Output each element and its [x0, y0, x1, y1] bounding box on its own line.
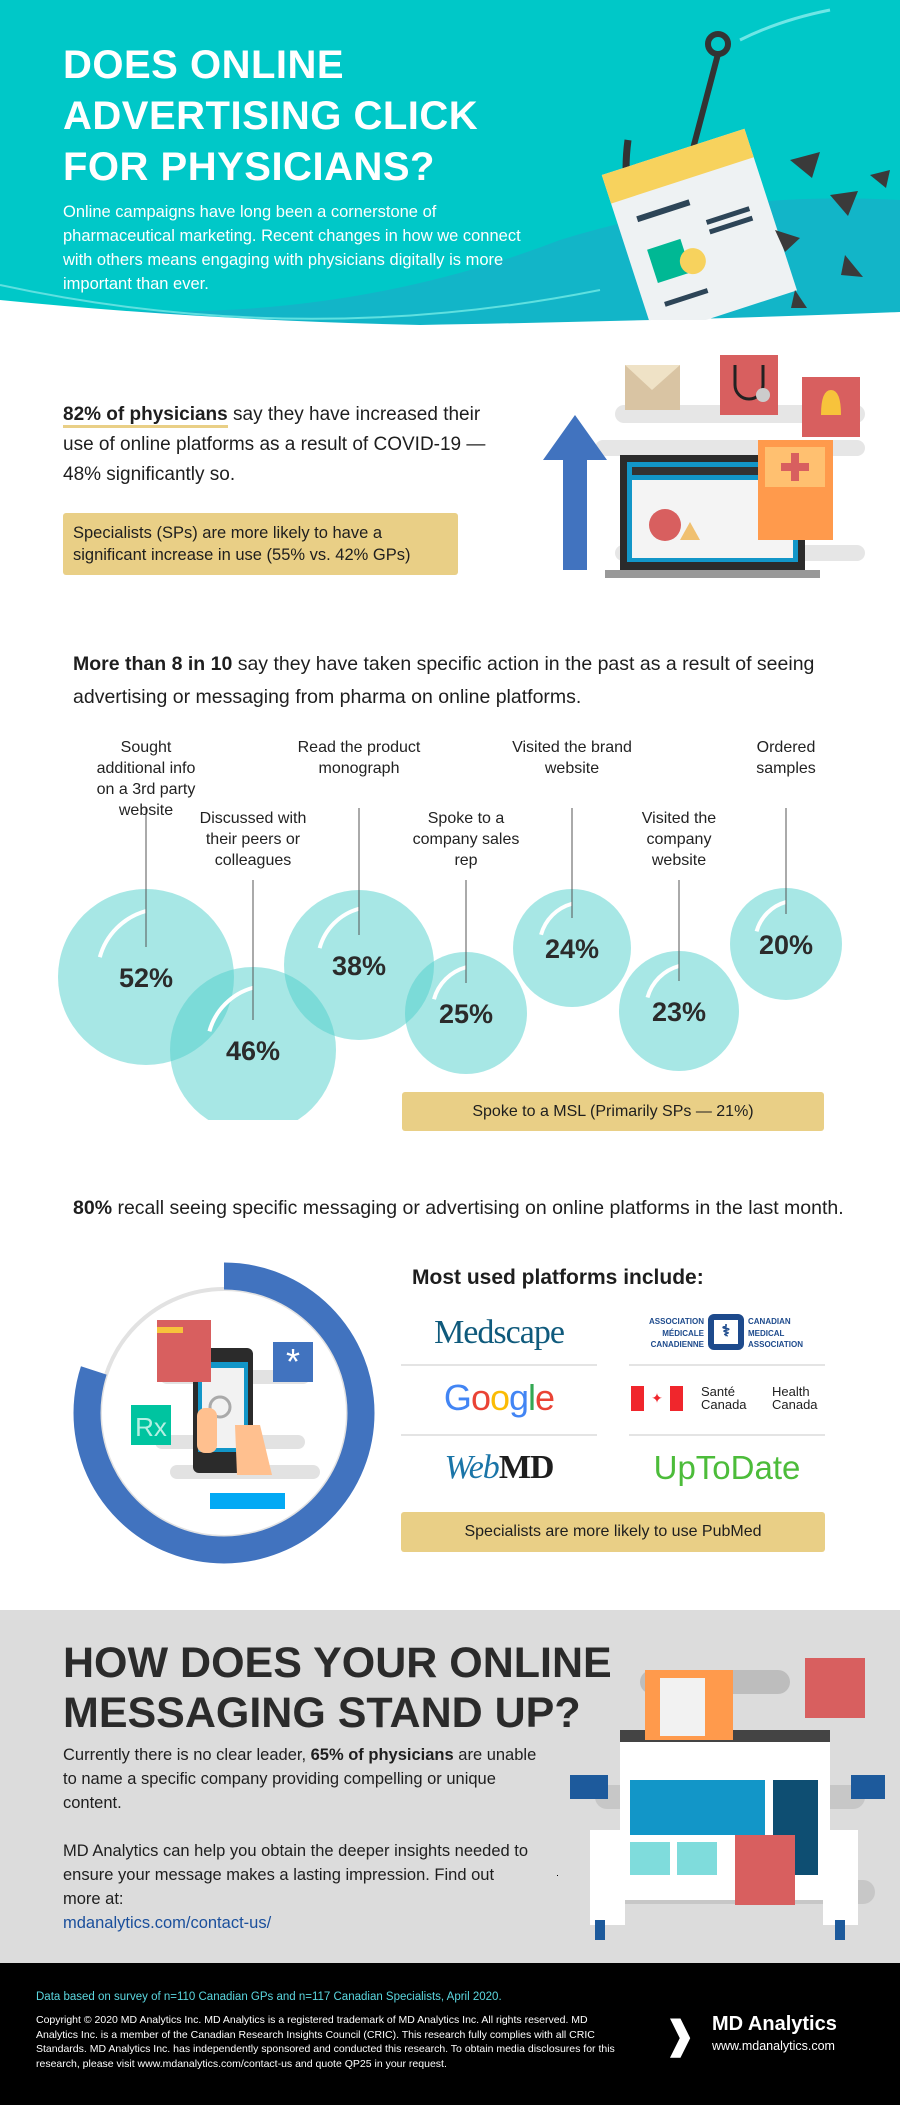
divider: [629, 1364, 825, 1366]
webmd-md: MD: [498, 1449, 555, 1486]
google-letter: G: [443, 1377, 472, 1418]
recall-stat: 80% recall seeing specific messaging or …: [73, 1195, 853, 1222]
bubble-highlight: [754, 900, 787, 932]
cta-p1-bold: 65% of physicians: [310, 1746, 454, 1764]
bubble-highlight: [207, 985, 254, 1032]
bubble-label: Spoke to a company sales rep: [412, 810, 520, 869]
brand-url[interactable]: www.mdanalytics.com: [712, 2039, 835, 2053]
cma-french-name: ASSOCIATION MÉDICALE CANADIENNE: [649, 1317, 704, 1349]
google-letter: e: [535, 1377, 555, 1418]
action-bubble: [513, 889, 631, 1007]
hero-banner: DOES ONLINE ADVERTISING CLICK FOR PHYSIC…: [0, 0, 900, 340]
cma-english-name: CANADIAN MEDICAL ASSOCIATION: [748, 1317, 803, 1349]
divider: [401, 1364, 597, 1366]
bubble-label: Sought additional info on a 3rd party we…: [96, 739, 196, 819]
bubble-value: 23%: [652, 997, 706, 1027]
copyright-notice: Copyright © 2020 MD Analytics Inc. MD An…: [36, 2014, 615, 2070]
action-bubble: [619, 951, 739, 1071]
actions-heading-rest: say they have taken specific action in t…: [73, 653, 815, 708]
laptop-covid-illustration: [543, 355, 865, 578]
svg-text:Rx: Rx: [135, 1412, 167, 1442]
bubble-label: Ordered samples: [756, 739, 816, 777]
actions-heading-bold: More than 8 in 10: [73, 653, 233, 675]
bubble-label: Visited the company website: [641, 810, 717, 869]
recall-stat-rest: recall seeing specific messaging or adve…: [112, 1197, 844, 1219]
action-bubble: [730, 888, 842, 1000]
actions-heading: More than 8 in 10 say they have taken sp…: [73, 648, 833, 714]
google-letter: o: [489, 1377, 510, 1418]
cta-section: HOW DOES YOUR ONLINE MESSAGING STAND UP?…: [0, 1610, 900, 1963]
bubble-label: Discussed with their peers or colleagues: [199, 810, 307, 869]
phone-search-illustration: * Rx: [131, 1320, 320, 1509]
google-letter: o: [470, 1377, 491, 1418]
bubble-value: 25%: [439, 999, 493, 1029]
fishing-hook-ad-illustration: [601, 31, 890, 320]
google-wordmark: Google: [443, 1377, 555, 1418]
google-logo: Google: [401, 1378, 597, 1418]
survey-source: Data based on survey of n=110 Canadian G…: [36, 1991, 502, 2003]
cma-logo: ASSOCIATION MÉDICALE CANADIENNE ⚕ CANADI…: [634, 1314, 824, 1354]
md-analytics-logo-icon: ❱: [664, 2015, 696, 2057]
pubmed-callout: Specialists are more likely to use PubMe…: [401, 1512, 825, 1552]
sante-canada-label: Santé Canada: [701, 1384, 747, 1412]
recall-donut: * Rx: [73, 1262, 375, 1564]
google-letter: l: [528, 1377, 536, 1418]
medscape-logo: Medscape: [434, 1314, 565, 1351]
webmd-logo: WebMD: [401, 1448, 597, 1488]
covid-stat-bold: 82% of physicians: [63, 404, 228, 428]
cta-p1-text: Currently there is no clear leader,: [63, 1746, 311, 1764]
specialists-callout: Specialists (SPs) are more likely to hav…: [63, 513, 458, 575]
health-canada-label: Health Canada: [772, 1384, 818, 1412]
bubble-value: 24%: [545, 934, 599, 964]
donut-progress-arc: [73, 1262, 375, 1564]
hero-intro: Online campaigns have long been a corner…: [63, 203, 521, 293]
hero-title: DOES ONLINE ADVERTISING CLICK FOR PHYSIC…: [63, 43, 479, 189]
bubble-highlight: [432, 965, 467, 1000]
cta-p1-text-end: are unable to name a specific company pr…: [63, 1746, 537, 1812]
cta-title: HOW DOES YOUR ONLINE MESSAGING STAND UP?: [63, 1639, 612, 1737]
recall-stat-bold: 80%: [73, 1197, 113, 1219]
bubble-label: Read the product monograph: [297, 739, 421, 777]
covid-stat-rest: say they have increased their use of onl…: [63, 404, 486, 485]
canada-flag-icon: ✦: [631, 1386, 683, 1411]
cta-paragraph-1: Currently there is no clear leader, 65% …: [63, 1743, 553, 1815]
divider: [629, 1434, 825, 1436]
action-bubble: [170, 967, 336, 1120]
covid-stat: 82% of physicians say they have increase…: [63, 400, 503, 490]
uptodate-logo: UpToDate: [653, 1449, 801, 1486]
bubble-highlight: [645, 964, 680, 999]
bubble-highlight: [317, 906, 360, 949]
cta-paragraph-2: MD Analytics can help you obtain the dee…: [63, 1842, 529, 1908]
brand-name: MD Analytics: [712, 2013, 837, 2035]
cma-emblem-icon: ⚕: [708, 1314, 744, 1350]
bubble-highlight: [539, 901, 573, 936]
google-letter: g: [509, 1377, 529, 1418]
bubble-highlight: [97, 909, 147, 958]
svg-text:*: *: [286, 1341, 300, 1382]
bubble-value: 38%: [332, 951, 386, 981]
bubble-value: 52%: [119, 963, 173, 993]
bubble-value: 46%: [226, 1036, 280, 1066]
divider: [401, 1434, 597, 1436]
bubble-label: Visited the brand website: [512, 739, 632, 777]
platforms-heading: Most used platforms include:: [412, 1266, 704, 1289]
doctors-website-illustration: [557, 1658, 885, 1940]
contact-link[interactable]: mdanalytics.com/contact-us/: [63, 1914, 272, 1932]
msl-callout: Spoke to a MSL (Primarily SPs — 21%): [402, 1092, 824, 1131]
webmd-web: Web: [444, 1449, 500, 1486]
action-bubble: [284, 890, 434, 1040]
action-bubble: [405, 952, 527, 1074]
bubble-value: 20%: [759, 930, 813, 960]
action-bubbles: 52% 46% 38% 25% 24% 23% 20%: [58, 808, 842, 1120]
footer: Data based on survey of n=110 Canadian G…: [0, 1963, 900, 2105]
